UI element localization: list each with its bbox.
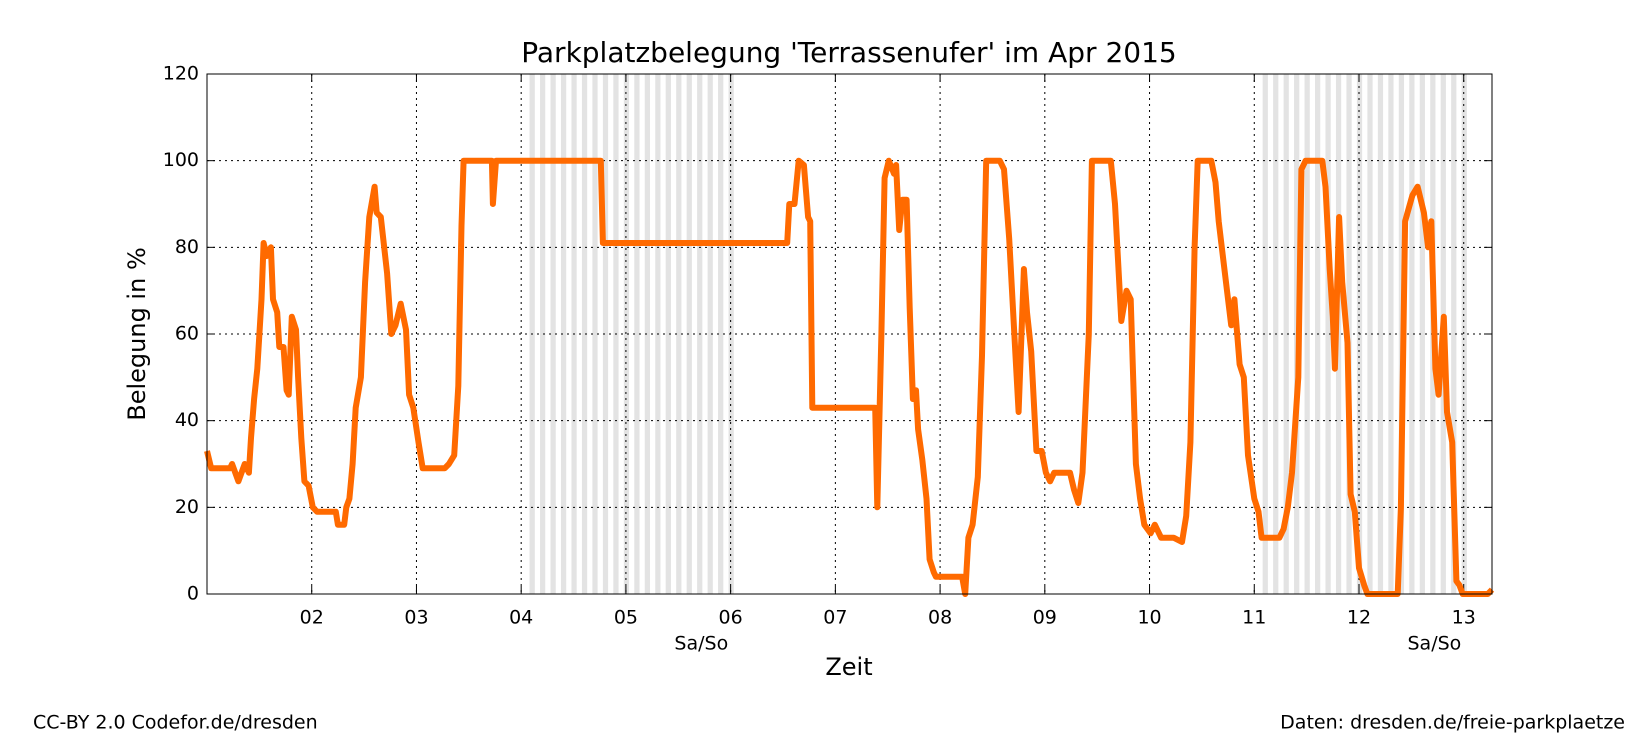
x-axis-label: Zeit [825,653,872,681]
weekend-stripe [560,74,567,594]
y-axis-label: Belegung in % [123,247,151,421]
footer-license: CC-BY 2.0 Codefor.de/dresden [33,712,318,734]
weekend-stripe [718,74,724,594]
weekend-stripe [728,74,734,594]
weekend-stripe [623,74,630,594]
weekend-stripe [634,74,640,594]
y-tick-label: 0 [187,583,199,605]
data-line [204,157,1495,597]
footer-source: Daten: dresden.de/freie-parkplaetze [1280,712,1625,734]
x-tick-label: 13 [1452,607,1476,629]
y-tick-label: 40 [175,409,199,431]
y-tick-label: 100 [163,149,199,171]
weekend-stripe [686,74,692,594]
weekend-label: Sa/So [1408,633,1462,655]
weekend-stripe [1367,74,1373,594]
x-tick-label: 04 [509,607,533,629]
weekend-stripe [1409,74,1415,594]
weekend-stripe [1461,74,1467,594]
weekend-stripe [602,74,609,594]
weekend-stripe [1419,74,1425,594]
weekend-stripe [665,74,671,594]
x-tick-label: 12 [1347,607,1371,629]
weekend-stripe [581,74,588,594]
x-tick-label: 06 [719,607,743,629]
weekend-label: Sa/So [674,633,728,655]
x-tick-label: 09 [1033,607,1057,629]
chart-title: Parkplatzbelegung 'Terrassenufer' im Apr… [521,36,1176,69]
x-tick-label: 10 [1137,607,1161,629]
weekend-stripe [550,74,556,594]
x-tick-label: 08 [928,607,952,629]
x-tick-label: 11 [1242,607,1266,629]
weekend-stripe [1262,74,1268,594]
weekend-stripe [707,74,713,594]
weekend-stripe [644,74,650,594]
y-tick-label: 80 [175,236,199,258]
y-tick-label: 120 [163,63,199,85]
x-tick-label: 02 [300,607,324,629]
weekend-stripe [592,74,598,594]
x-tick-label: 05 [614,607,638,629]
y-tick-label: 60 [175,323,199,345]
weekend-stripe [540,74,546,594]
weekend-stripe [1451,74,1457,594]
plot-frame [206,73,1493,595]
weekend-stripe [676,74,682,594]
weekend-stripe [1325,74,1331,594]
weekend-stripe [1377,74,1384,594]
weekend-stripe [1304,74,1310,594]
x-tick-label: 07 [823,607,847,629]
y-tick-label: 20 [175,496,199,518]
weekend-stripe [1283,74,1289,594]
x-tick-label: 03 [404,607,428,629]
